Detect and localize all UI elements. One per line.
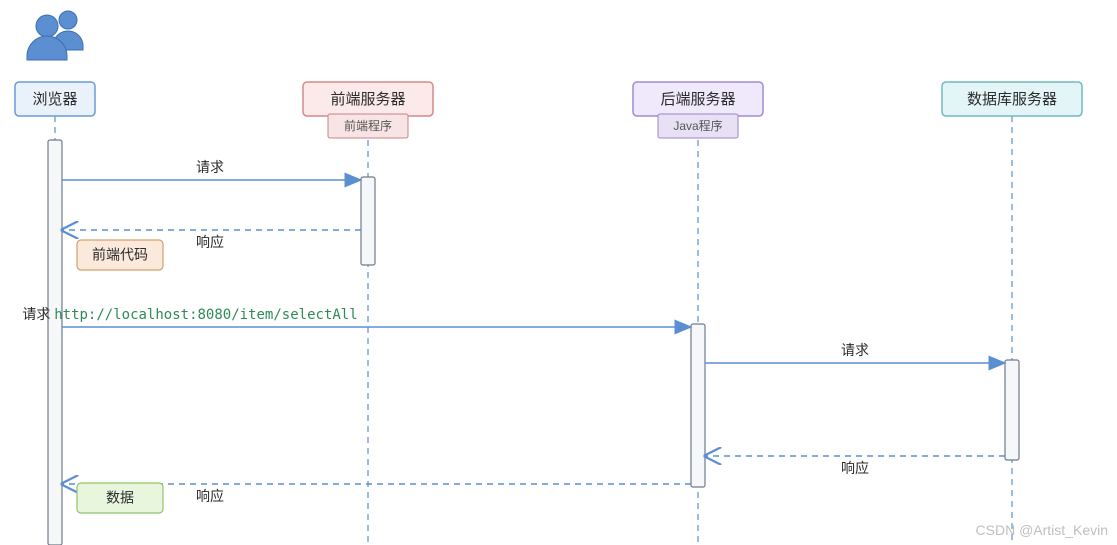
participants-layer: 浏览器 前端服务器前端程序 后端服务器 Java程序 数据库服务器 <box>15 82 1082 138</box>
notes-layer: 前端代码数据 <box>77 240 163 513</box>
messages-layer: 请求响应请求 http://localhost:8080/item/select… <box>22 159 1005 504</box>
message-2-label: 请求 http://localhost:8080/item/selectAll <box>22 306 357 323</box>
message-1-label: 响应 <box>196 234 224 250</box>
message-2-label-part-1: http://localhost:8080/item/selectAll <box>54 307 357 323</box>
watermark-layer: CSDN @Artist_Kevin <box>976 522 1108 538</box>
participant-frontend-sub-label: 前端程序 <box>344 118 392 133</box>
activation-browser-0 <box>48 140 62 545</box>
participant-backend-label: 后端服务器 <box>660 91 735 108</box>
activation-database-3 <box>1005 360 1019 460</box>
sequence-diagram: 浏览器前端服务器前端程序后端服务器Java程序数据库服务器 请求响应请求 htt… <box>0 0 1117 545</box>
note-1-label: 数据 <box>106 490 134 506</box>
participant-browser-label: 浏览器 <box>32 91 77 108</box>
watermark-text: CSDN @Artist_Kevin <box>976 522 1108 538</box>
message-5-label: 响应 <box>196 488 224 504</box>
activation-frontend-1 <box>361 177 375 265</box>
participant-database-label: 数据库服务器 <box>967 91 1057 108</box>
actor-icon <box>27 11 83 60</box>
message-3-label: 请求 <box>841 342 869 358</box>
message-2-label-part-0: 请求 <box>22 306 54 322</box>
activation-backend-2 <box>691 324 705 487</box>
note-0-label: 前端代码 <box>92 247 148 263</box>
participant-backend-sub-label: Java程序 <box>673 118 722 133</box>
message-4-label: 响应 <box>841 460 869 476</box>
message-0-label: 请求 <box>196 159 224 175</box>
actor-icon-layer <box>27 11 83 60</box>
participant-frontend-label: 前端服务器 <box>330 91 405 108</box>
